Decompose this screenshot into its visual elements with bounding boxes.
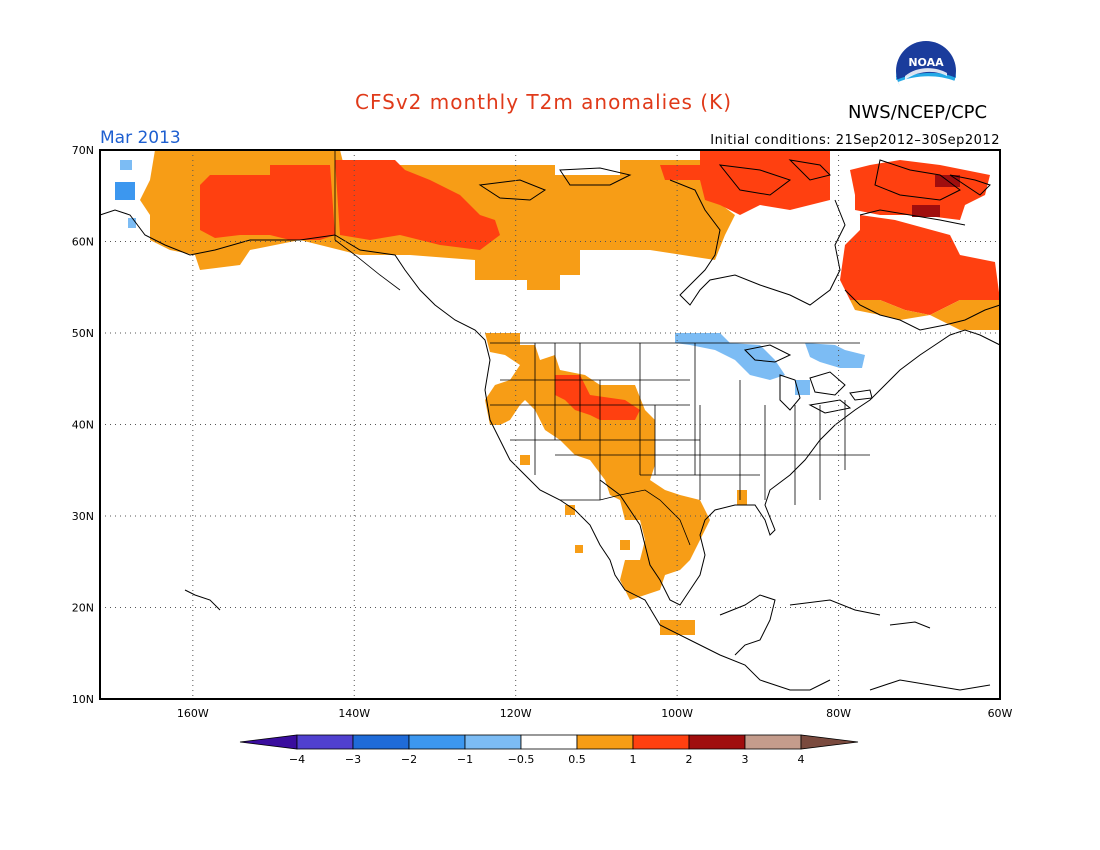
anomaly-cell-mexico-2 [620,540,630,550]
agency-label: NWS/NCEP/CPC [848,102,988,123]
lon-tick-label: 120W [500,707,532,720]
map-title: CFSv2 monthly T2m anomalies (K) [355,90,732,114]
anomaly-region-ontario-cool [805,343,865,368]
lon-axis: 160W 140W 120W 100W 80W 60W [177,707,1013,720]
colorbar-label: 0.5 [568,753,586,766]
political-borders [334,150,870,546]
anomaly-region-labrador-hot [840,215,1000,315]
anomaly-region-rockies-hot [555,375,640,420]
noaa-logo-text: NOAA [908,56,944,69]
lat-tick-label: 50N [72,327,94,340]
anomaly-cell-mexico-4 [660,620,695,635]
map-frame [99,149,1001,700]
lon-tick-label: 80W [826,707,851,720]
anomaly-region-greatlakes-cool [675,333,785,380]
colorbar-label: 3 [742,753,749,766]
colorbar-label: 4 [798,753,805,766]
anomaly-region-nwcanada-hot [335,160,500,250]
lat-tick-label: 20N [72,602,94,615]
colorbar-extend-high [800,734,859,750]
colorbar-label: −0.5 [508,753,535,766]
coastlines [99,159,1001,691]
lon-tick-label: 100W [661,707,693,720]
anomaly-cell-aleutian-cool [115,182,135,200]
anomaly-cell-bering-cool-2 [128,218,136,228]
anomaly-cell-mexico-1 [565,505,575,515]
colorbar-label: −2 [401,753,417,766]
colorbar-label: −4 [289,753,305,766]
colorbar-labels: −4 −3 −2 −1 −0.5 0.5 1 2 3 4 [289,753,805,766]
colorbar-segment [576,734,634,750]
lon-tick-label: 160W [177,707,209,720]
colorbar-segment [688,734,746,750]
colorbar-segment [464,734,522,750]
noaa-logo: NOAA [896,41,956,102]
anomaly-cell-florida [737,490,747,505]
lat-axis: 70N 60N 50N 40N 30N 20N 10N [72,144,94,706]
anomaly-cell-michigan-cool [795,380,810,395]
lat-tick-label: 40N [72,419,94,432]
colorbar-segment [296,734,354,750]
anomaly-cell-mexico-3 [575,545,583,553]
colorbar-segment [408,734,466,750]
anomaly-region-labrador-warm [840,280,1000,330]
colorbar-segments [239,734,859,750]
colorbar-label: 2 [686,753,693,766]
lon-tick-label: 60W [988,707,1013,720]
anomaly-cell-bering-cool [120,160,132,170]
forecast-month: Mar 2013 [100,128,181,148]
colorbar-segment [744,734,802,750]
lat-tick-label: 10N [72,693,94,706]
anomaly-region-alaska-hot [200,165,335,240]
initial-conditions: Initial conditions: 21Sep2012–30Sep2012 [710,133,1000,148]
colorbar-extend-low [239,734,298,750]
lat-tick-label: 70N [72,144,94,157]
anomaly-region-hudson-hot [660,150,830,215]
anomaly-region-westus-warm [485,333,710,600]
anomaly-cell-calif [520,455,530,465]
colorbar-segment [352,734,410,750]
colorbar-segment [632,734,690,750]
lat-tick-label: 30N [72,510,94,523]
colorbar-segment [520,734,578,750]
graticule [100,150,1000,699]
colorbar-label: 1 [630,753,637,766]
colorbar-label: −3 [345,753,361,766]
colorbar-label: −1 [457,753,473,766]
anomaly-cell-darkred [912,205,940,217]
lon-tick-label: 140W [338,707,370,720]
lat-tick-label: 60N [72,236,94,249]
